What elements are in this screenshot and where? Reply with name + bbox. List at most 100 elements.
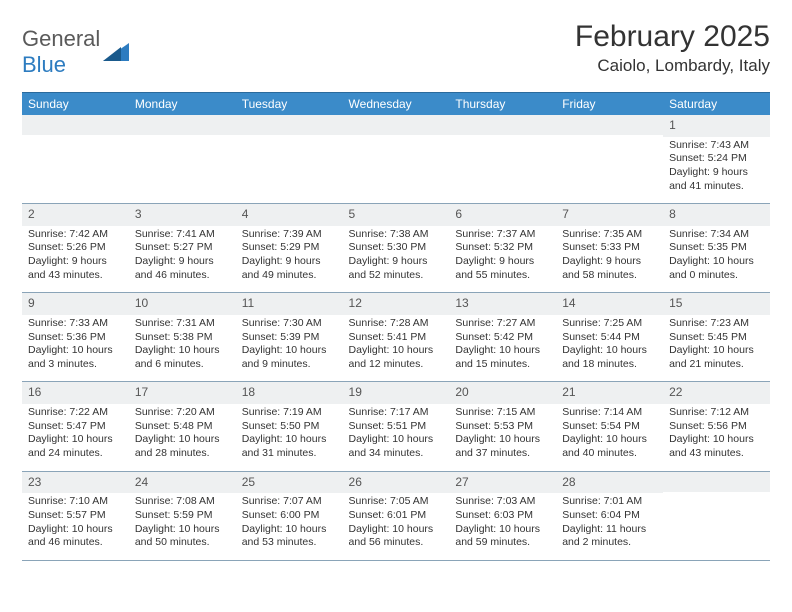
day-number	[343, 115, 450, 135]
calendar-day: 26Sunrise: 7:05 AMSunset: 6:01 PMDayligh…	[343, 471, 450, 560]
sunset-text: Sunset: 5:59 PM	[135, 509, 230, 523]
sunset-text: Sunset: 5:47 PM	[28, 420, 123, 434]
daylight-text: Daylight: 10 hours and 46 minutes.	[28, 523, 123, 550]
sunrise-text: Sunrise: 7:27 AM	[455, 317, 550, 331]
sunrise-text: Sunrise: 7:34 AM	[669, 228, 764, 242]
day-body: Sunrise: 7:38 AMSunset: 5:30 PMDaylight:…	[343, 226, 450, 293]
daylight-text: Daylight: 10 hours and 28 minutes.	[135, 433, 230, 460]
day-body: Sunrise: 7:08 AMSunset: 5:59 PMDaylight:…	[129, 493, 236, 560]
day-body: Sunrise: 7:33 AMSunset: 5:36 PMDaylight:…	[22, 315, 129, 382]
daylight-text: Daylight: 9 hours and 46 minutes.	[135, 255, 230, 282]
day-body: Sunrise: 7:12 AMSunset: 5:56 PMDaylight:…	[663, 404, 770, 471]
calendar-table: SundayMondayTuesdayWednesdayThursdayFrid…	[22, 92, 770, 561]
calendar-day: 15Sunrise: 7:23 AMSunset: 5:45 PMDayligh…	[663, 293, 770, 382]
sunset-text: Sunset: 5:24 PM	[669, 152, 764, 166]
daylight-text: Daylight: 10 hours and 9 minutes.	[242, 344, 337, 371]
day-number: 17	[129, 382, 236, 404]
dow-header: Friday	[556, 93, 663, 116]
daylight-text: Daylight: 9 hours and 49 minutes.	[242, 255, 337, 282]
day-body: Sunrise: 7:42 AMSunset: 5:26 PMDaylight:…	[22, 226, 129, 293]
sunrise-text: Sunrise: 7:14 AM	[562, 406, 657, 420]
sunset-text: Sunset: 5:45 PM	[669, 331, 764, 345]
daylight-text: Daylight: 9 hours and 43 minutes.	[28, 255, 123, 282]
logo-word2: Blue	[22, 52, 66, 77]
sunset-text: Sunset: 5:57 PM	[28, 509, 123, 523]
daylight-text: Daylight: 11 hours and 2 minutes.	[562, 523, 657, 550]
calendar-day: 13Sunrise: 7:27 AMSunset: 5:42 PMDayligh…	[449, 293, 556, 382]
day-number: 25	[236, 472, 343, 494]
dow-header: Sunday	[22, 93, 129, 116]
daylight-text: Daylight: 10 hours and 24 minutes.	[28, 433, 123, 460]
daylight-text: Daylight: 10 hours and 21 minutes.	[669, 344, 764, 371]
day-body: Sunrise: 7:35 AMSunset: 5:33 PMDaylight:…	[556, 226, 663, 293]
day-number: 20	[449, 382, 556, 404]
day-number: 11	[236, 293, 343, 315]
calendar-day: 3Sunrise: 7:41 AMSunset: 5:27 PMDaylight…	[129, 204, 236, 293]
day-number: 27	[449, 472, 556, 494]
calendar-day: 1Sunrise: 7:43 AMSunset: 5:24 PMDaylight…	[663, 115, 770, 204]
day-number: 4	[236, 204, 343, 226]
calendar-day: 24Sunrise: 7:08 AMSunset: 5:59 PMDayligh…	[129, 471, 236, 560]
calendar-week: 16Sunrise: 7:22 AMSunset: 5:47 PMDayligh…	[22, 382, 770, 471]
day-number: 21	[556, 382, 663, 404]
sunset-text: Sunset: 5:32 PM	[455, 241, 550, 255]
day-number: 24	[129, 472, 236, 494]
sunrise-text: Sunrise: 7:08 AM	[135, 495, 230, 509]
sunrise-text: Sunrise: 7:38 AM	[349, 228, 444, 242]
day-number: 16	[22, 382, 129, 404]
calendar-day: 7Sunrise: 7:35 AMSunset: 5:33 PMDaylight…	[556, 204, 663, 293]
sunset-text: Sunset: 5:39 PM	[242, 331, 337, 345]
sunrise-text: Sunrise: 7:07 AM	[242, 495, 337, 509]
day-number: 3	[129, 204, 236, 226]
day-number: 7	[556, 204, 663, 226]
location: Caiolo, Lombardy, Italy	[575, 56, 770, 76]
day-body: Sunrise: 7:23 AMSunset: 5:45 PMDaylight:…	[663, 315, 770, 382]
calendar-day: 16Sunrise: 7:22 AMSunset: 5:47 PMDayligh…	[22, 382, 129, 471]
sunrise-text: Sunrise: 7:28 AM	[349, 317, 444, 331]
logo-triangle-icon	[103, 39, 129, 66]
daylight-text: Daylight: 10 hours and 53 minutes.	[242, 523, 337, 550]
calendar-day: 9Sunrise: 7:33 AMSunset: 5:36 PMDaylight…	[22, 293, 129, 382]
sunset-text: Sunset: 5:26 PM	[28, 241, 123, 255]
sunset-text: Sunset: 5:35 PM	[669, 241, 764, 255]
calendar-day: 10Sunrise: 7:31 AMSunset: 5:38 PMDayligh…	[129, 293, 236, 382]
sunset-text: Sunset: 6:00 PM	[242, 509, 337, 523]
calendar-day: 22Sunrise: 7:12 AMSunset: 5:56 PMDayligh…	[663, 382, 770, 471]
logo-text: General Blue	[22, 26, 100, 78]
calendar-day: 6Sunrise: 7:37 AMSunset: 5:32 PMDaylight…	[449, 204, 556, 293]
daylight-text: Daylight: 10 hours and 31 minutes.	[242, 433, 337, 460]
sunset-text: Sunset: 5:54 PM	[562, 420, 657, 434]
day-body: Sunrise: 7:43 AMSunset: 5:24 PMDaylight:…	[663, 137, 770, 204]
day-number: 2	[22, 204, 129, 226]
day-body: Sunrise: 7:14 AMSunset: 5:54 PMDaylight:…	[556, 404, 663, 471]
sunset-text: Sunset: 5:38 PM	[135, 331, 230, 345]
day-number	[22, 115, 129, 135]
title-block: February 2025 Caiolo, Lombardy, Italy	[575, 20, 770, 76]
day-body: Sunrise: 7:15 AMSunset: 5:53 PMDaylight:…	[449, 404, 556, 471]
daylight-text: Daylight: 10 hours and 37 minutes.	[455, 433, 550, 460]
sunset-text: Sunset: 6:01 PM	[349, 509, 444, 523]
day-body: Sunrise: 7:17 AMSunset: 5:51 PMDaylight:…	[343, 404, 450, 471]
sunset-text: Sunset: 5:53 PM	[455, 420, 550, 434]
daylight-text: Daylight: 10 hours and 56 minutes.	[349, 523, 444, 550]
sunrise-text: Sunrise: 7:37 AM	[455, 228, 550, 242]
daylight-text: Daylight: 10 hours and 15 minutes.	[455, 344, 550, 371]
calendar-day: 5Sunrise: 7:38 AMSunset: 5:30 PMDaylight…	[343, 204, 450, 293]
sunrise-text: Sunrise: 7:43 AM	[669, 139, 764, 153]
sunset-text: Sunset: 5:41 PM	[349, 331, 444, 345]
sunset-text: Sunset: 5:30 PM	[349, 241, 444, 255]
calendar-day: 27Sunrise: 7:03 AMSunset: 6:03 PMDayligh…	[449, 471, 556, 560]
header: General Blue February 2025 Caiolo, Lomba…	[22, 20, 770, 78]
sunrise-text: Sunrise: 7:30 AM	[242, 317, 337, 331]
calendar-day: 28Sunrise: 7:01 AMSunset: 6:04 PMDayligh…	[556, 471, 663, 560]
day-number: 13	[449, 293, 556, 315]
logo-word1: General	[22, 26, 100, 51]
day-number: 23	[22, 472, 129, 494]
calendar-day: 12Sunrise: 7:28 AMSunset: 5:41 PMDayligh…	[343, 293, 450, 382]
sunrise-text: Sunrise: 7:01 AM	[562, 495, 657, 509]
day-number: 8	[663, 204, 770, 226]
day-body: Sunrise: 7:34 AMSunset: 5:35 PMDaylight:…	[663, 226, 770, 293]
day-body: Sunrise: 7:28 AMSunset: 5:41 PMDaylight:…	[343, 315, 450, 382]
day-body: Sunrise: 7:41 AMSunset: 5:27 PMDaylight:…	[129, 226, 236, 293]
day-number: 15	[663, 293, 770, 315]
